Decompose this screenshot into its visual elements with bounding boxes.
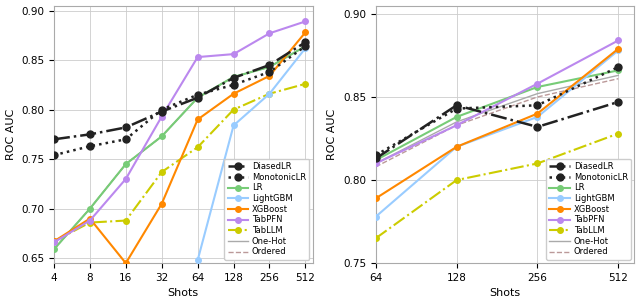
X-axis label: Shots: Shots [168, 288, 199, 299]
X-axis label: Shots: Shots [490, 288, 521, 299]
Legend: DiasedLR, MonotonicLR, LR, LightGBM, XGBoost, TabPFN, TabLLM, One-Hot, Ordered: DiasedLR, MonotonicLR, LR, LightGBM, XGB… [224, 159, 309, 260]
Legend: DiasedLR, MonotonicLR, LR, LightGBM, XGBoost, TabPFN, TabLLM, One-Hot, Ordered: DiasedLR, MonotonicLR, LR, LightGBM, XGB… [546, 159, 631, 260]
Y-axis label: ROC AUC: ROC AUC [6, 109, 15, 160]
Y-axis label: ROC AUC: ROC AUC [328, 109, 337, 160]
